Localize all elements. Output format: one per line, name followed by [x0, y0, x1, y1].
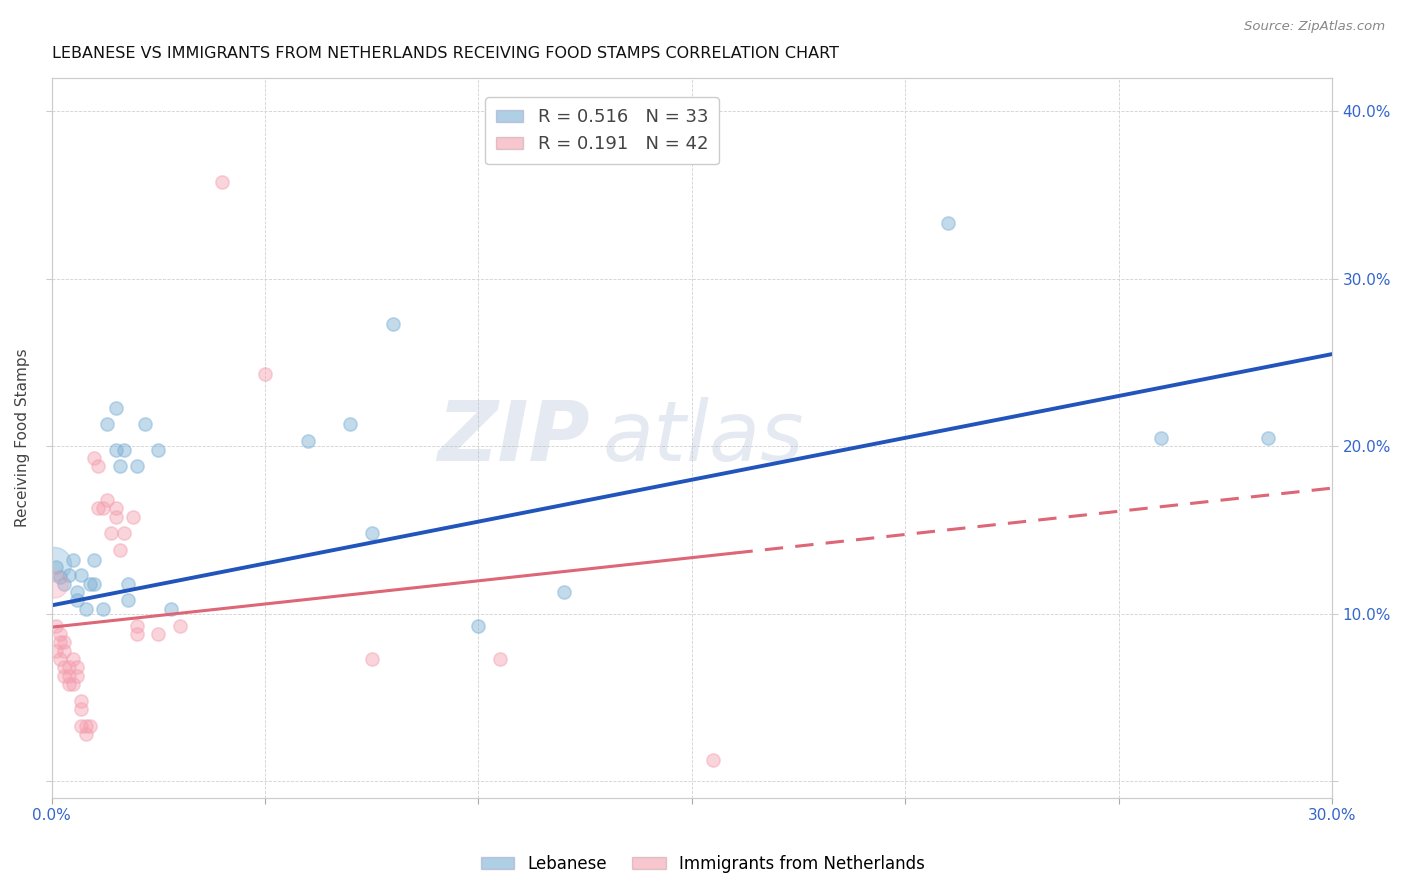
Point — [148, 442, 170, 457]
Point — [134, 417, 156, 432]
Point — [148, 627, 170, 641]
Point — [53, 576, 76, 591]
Point — [45, 559, 67, 574]
Text: Source: ZipAtlas.com: Source: ZipAtlas.com — [1244, 20, 1385, 33]
Point — [53, 643, 76, 657]
Point — [62, 553, 84, 567]
Point — [87, 459, 110, 474]
Point — [108, 543, 131, 558]
Point — [360, 526, 382, 541]
Point — [53, 669, 76, 683]
Point — [66, 593, 89, 607]
Point — [53, 660, 76, 674]
Point — [104, 509, 127, 524]
Point — [58, 660, 80, 674]
Point — [49, 635, 72, 649]
Point — [553, 585, 575, 599]
Legend: R = 0.516   N = 33, R = 0.191   N = 42: R = 0.516 N = 33, R = 0.191 N = 42 — [485, 97, 718, 164]
Point — [45, 643, 67, 657]
Point — [104, 501, 127, 516]
Point — [42, 557, 65, 571]
Point — [91, 601, 114, 615]
Point — [79, 719, 101, 733]
Point — [87, 501, 110, 516]
Point — [1150, 431, 1173, 445]
Point — [91, 501, 114, 516]
Point — [66, 660, 89, 674]
Point — [121, 509, 143, 524]
Text: atlas: atlas — [602, 397, 804, 478]
Point — [75, 727, 97, 741]
Point — [100, 526, 122, 541]
Point — [83, 450, 105, 465]
Point — [58, 568, 80, 582]
Point — [360, 652, 382, 666]
Point — [104, 401, 127, 415]
Point — [83, 576, 105, 591]
Point — [66, 585, 89, 599]
Point — [70, 719, 93, 733]
Point — [96, 492, 118, 507]
Text: ZIP: ZIP — [437, 397, 589, 478]
Legend: Lebanese, Immigrants from Netherlands: Lebanese, Immigrants from Netherlands — [474, 848, 932, 880]
Point — [488, 652, 510, 666]
Y-axis label: Receiving Food Stamps: Receiving Food Stamps — [15, 349, 30, 527]
Point — [49, 570, 72, 584]
Point — [53, 635, 76, 649]
Point — [58, 677, 80, 691]
Point — [108, 459, 131, 474]
Point — [112, 526, 135, 541]
Point — [112, 442, 135, 457]
Point — [117, 593, 139, 607]
Point — [83, 553, 105, 567]
Point — [45, 618, 67, 632]
Point — [117, 576, 139, 591]
Point — [62, 677, 84, 691]
Point — [70, 694, 93, 708]
Point — [79, 576, 101, 591]
Point — [42, 576, 65, 591]
Point — [125, 459, 148, 474]
Point — [125, 627, 148, 641]
Point — [75, 601, 97, 615]
Point — [702, 752, 724, 766]
Text: LEBANESE VS IMMIGRANTS FROM NETHERLANDS RECEIVING FOOD STAMPS CORRELATION CHART: LEBANESE VS IMMIGRANTS FROM NETHERLANDS … — [52, 46, 838, 62]
Point — [62, 652, 84, 666]
Point — [58, 669, 80, 683]
Point — [66, 669, 89, 683]
Point — [160, 601, 183, 615]
Point — [49, 652, 72, 666]
Point — [70, 702, 93, 716]
Point — [297, 434, 319, 449]
Point — [382, 317, 405, 331]
Point — [211, 175, 233, 189]
Point — [936, 216, 959, 230]
Point — [253, 368, 276, 382]
Point — [467, 618, 489, 632]
Point — [169, 618, 191, 632]
Point — [49, 627, 72, 641]
Point — [75, 719, 97, 733]
Point — [70, 568, 93, 582]
Point — [125, 618, 148, 632]
Point — [96, 417, 118, 432]
Point — [339, 417, 361, 432]
Point — [1257, 431, 1279, 445]
Point — [104, 442, 127, 457]
